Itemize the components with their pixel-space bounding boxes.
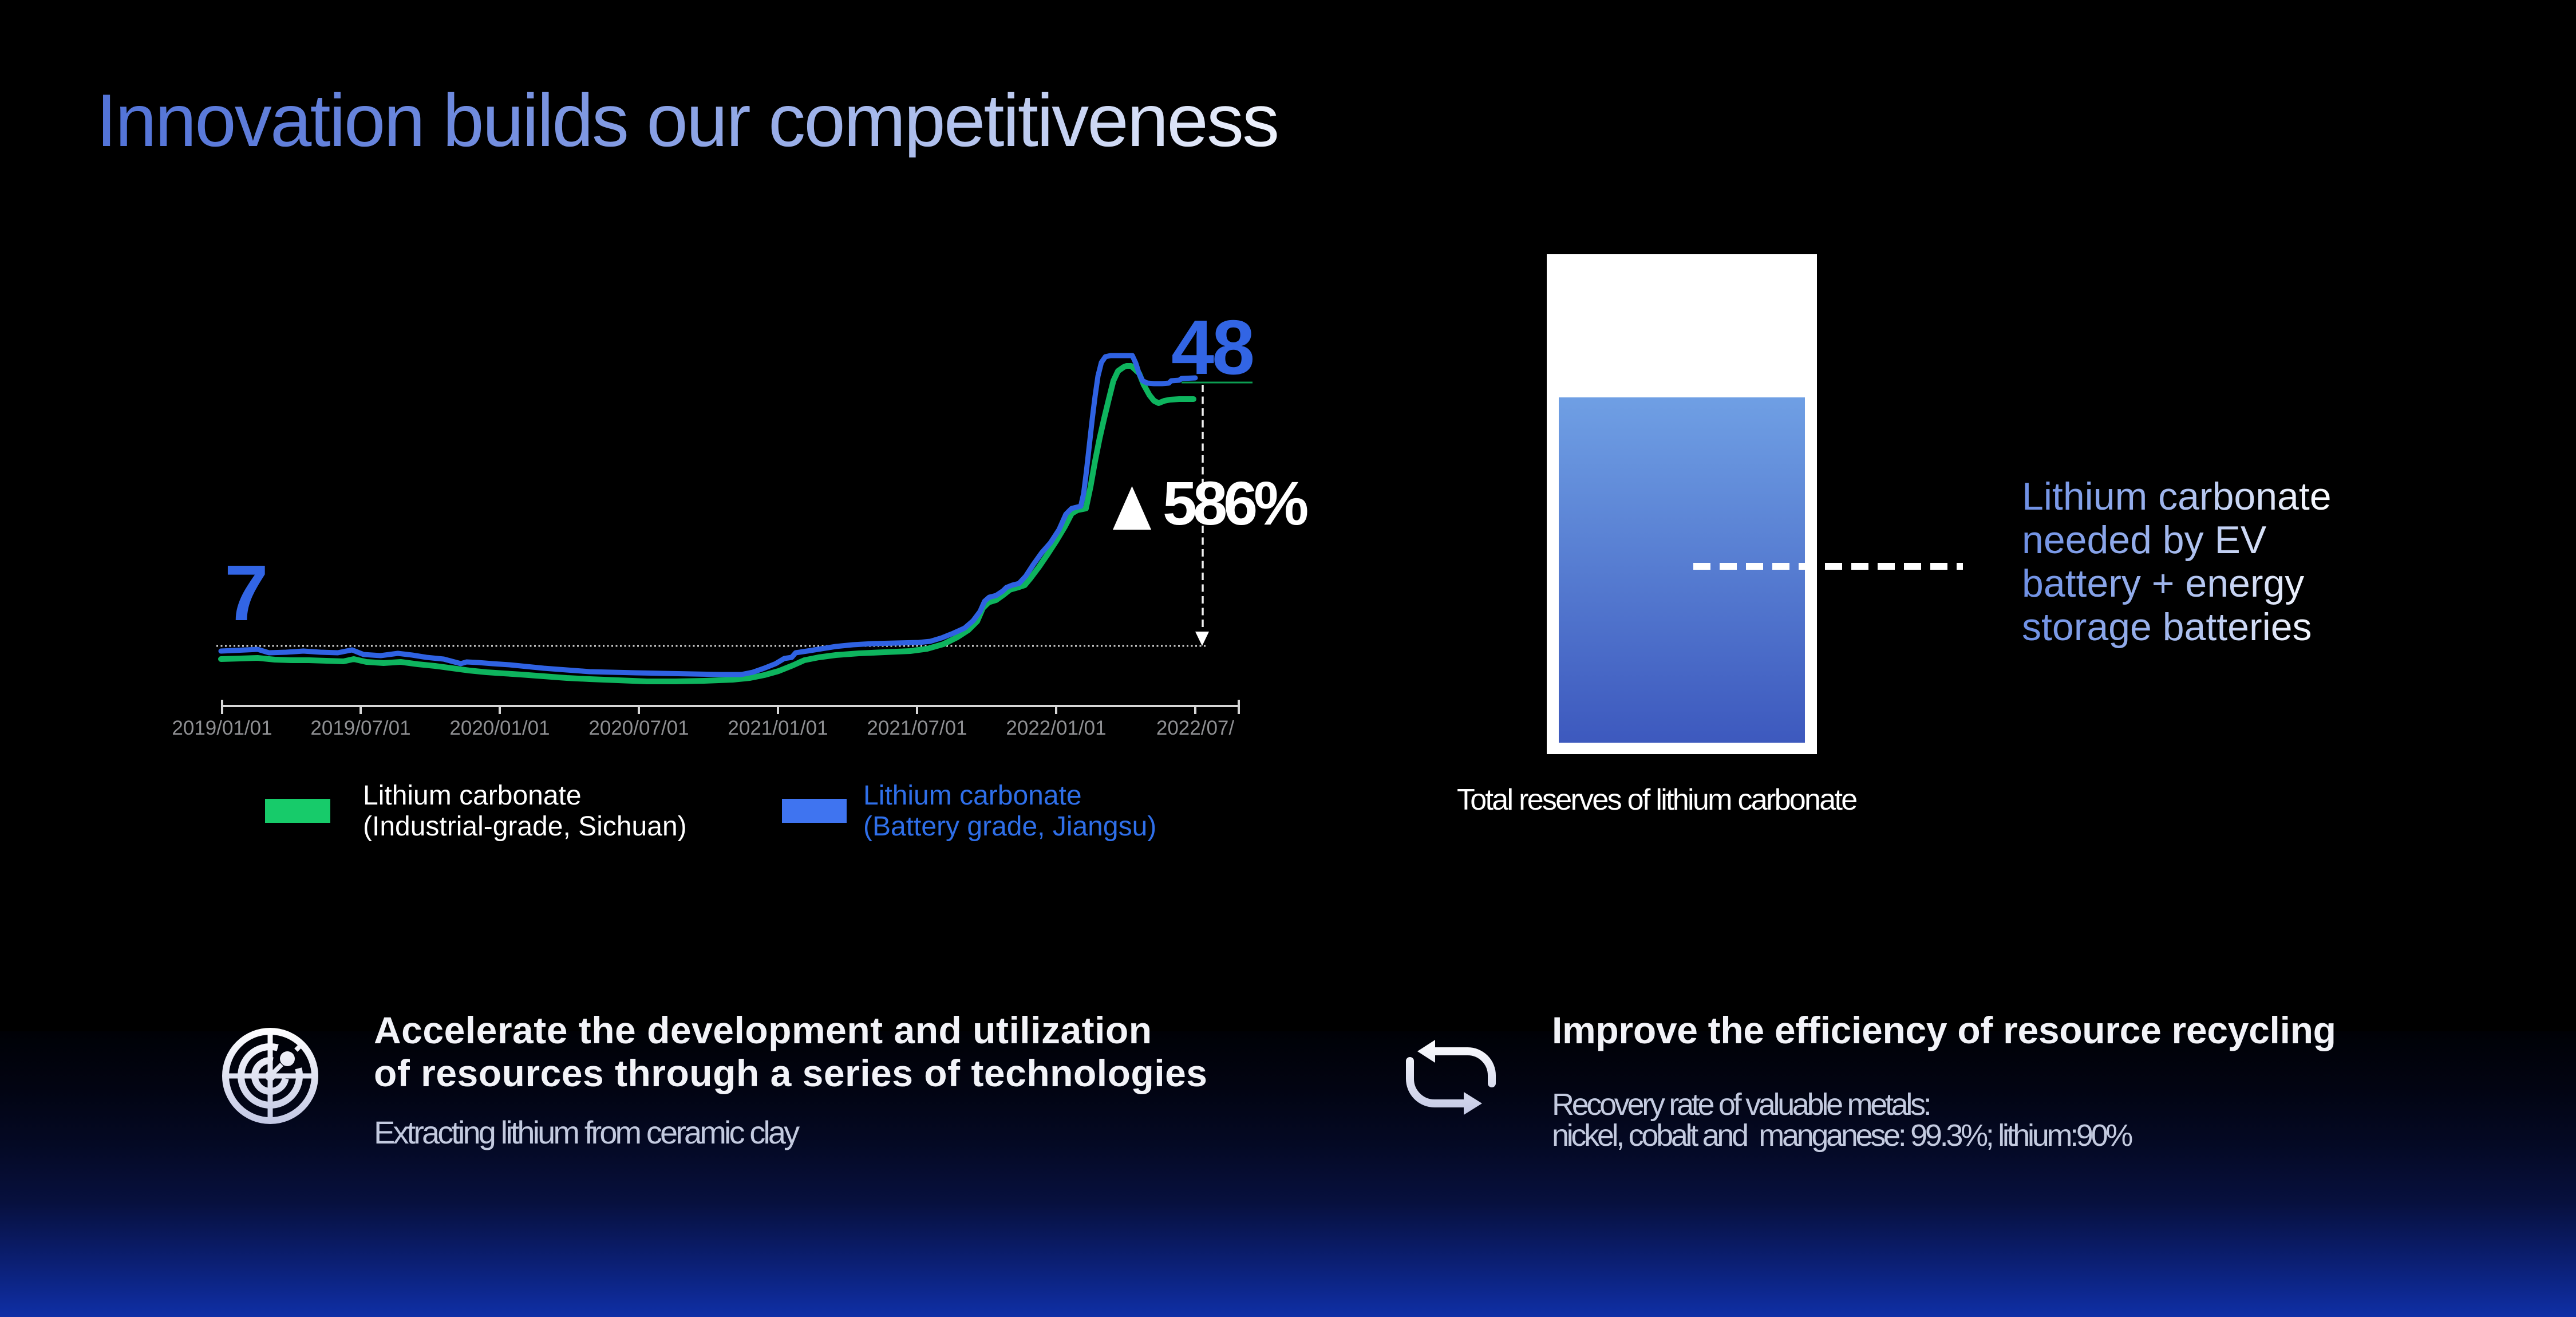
svg-text:2020/07/01: 2020/07/01 xyxy=(588,717,689,739)
svg-text:2021/07/01: 2021/07/01 xyxy=(867,717,967,739)
svg-text:2022/01/01: 2022/01/01 xyxy=(1006,717,1106,739)
svg-text:2022/07/: 2022/07/ xyxy=(1156,717,1235,739)
svg-text:2021/01/01: 2021/01/01 xyxy=(728,717,828,739)
svg-text:2019/01/01: 2019/01/01 xyxy=(172,717,272,739)
svg-text:2019/07/01: 2019/07/01 xyxy=(310,717,410,739)
svg-text:2020/01/01: 2020/01/01 xyxy=(449,717,550,739)
